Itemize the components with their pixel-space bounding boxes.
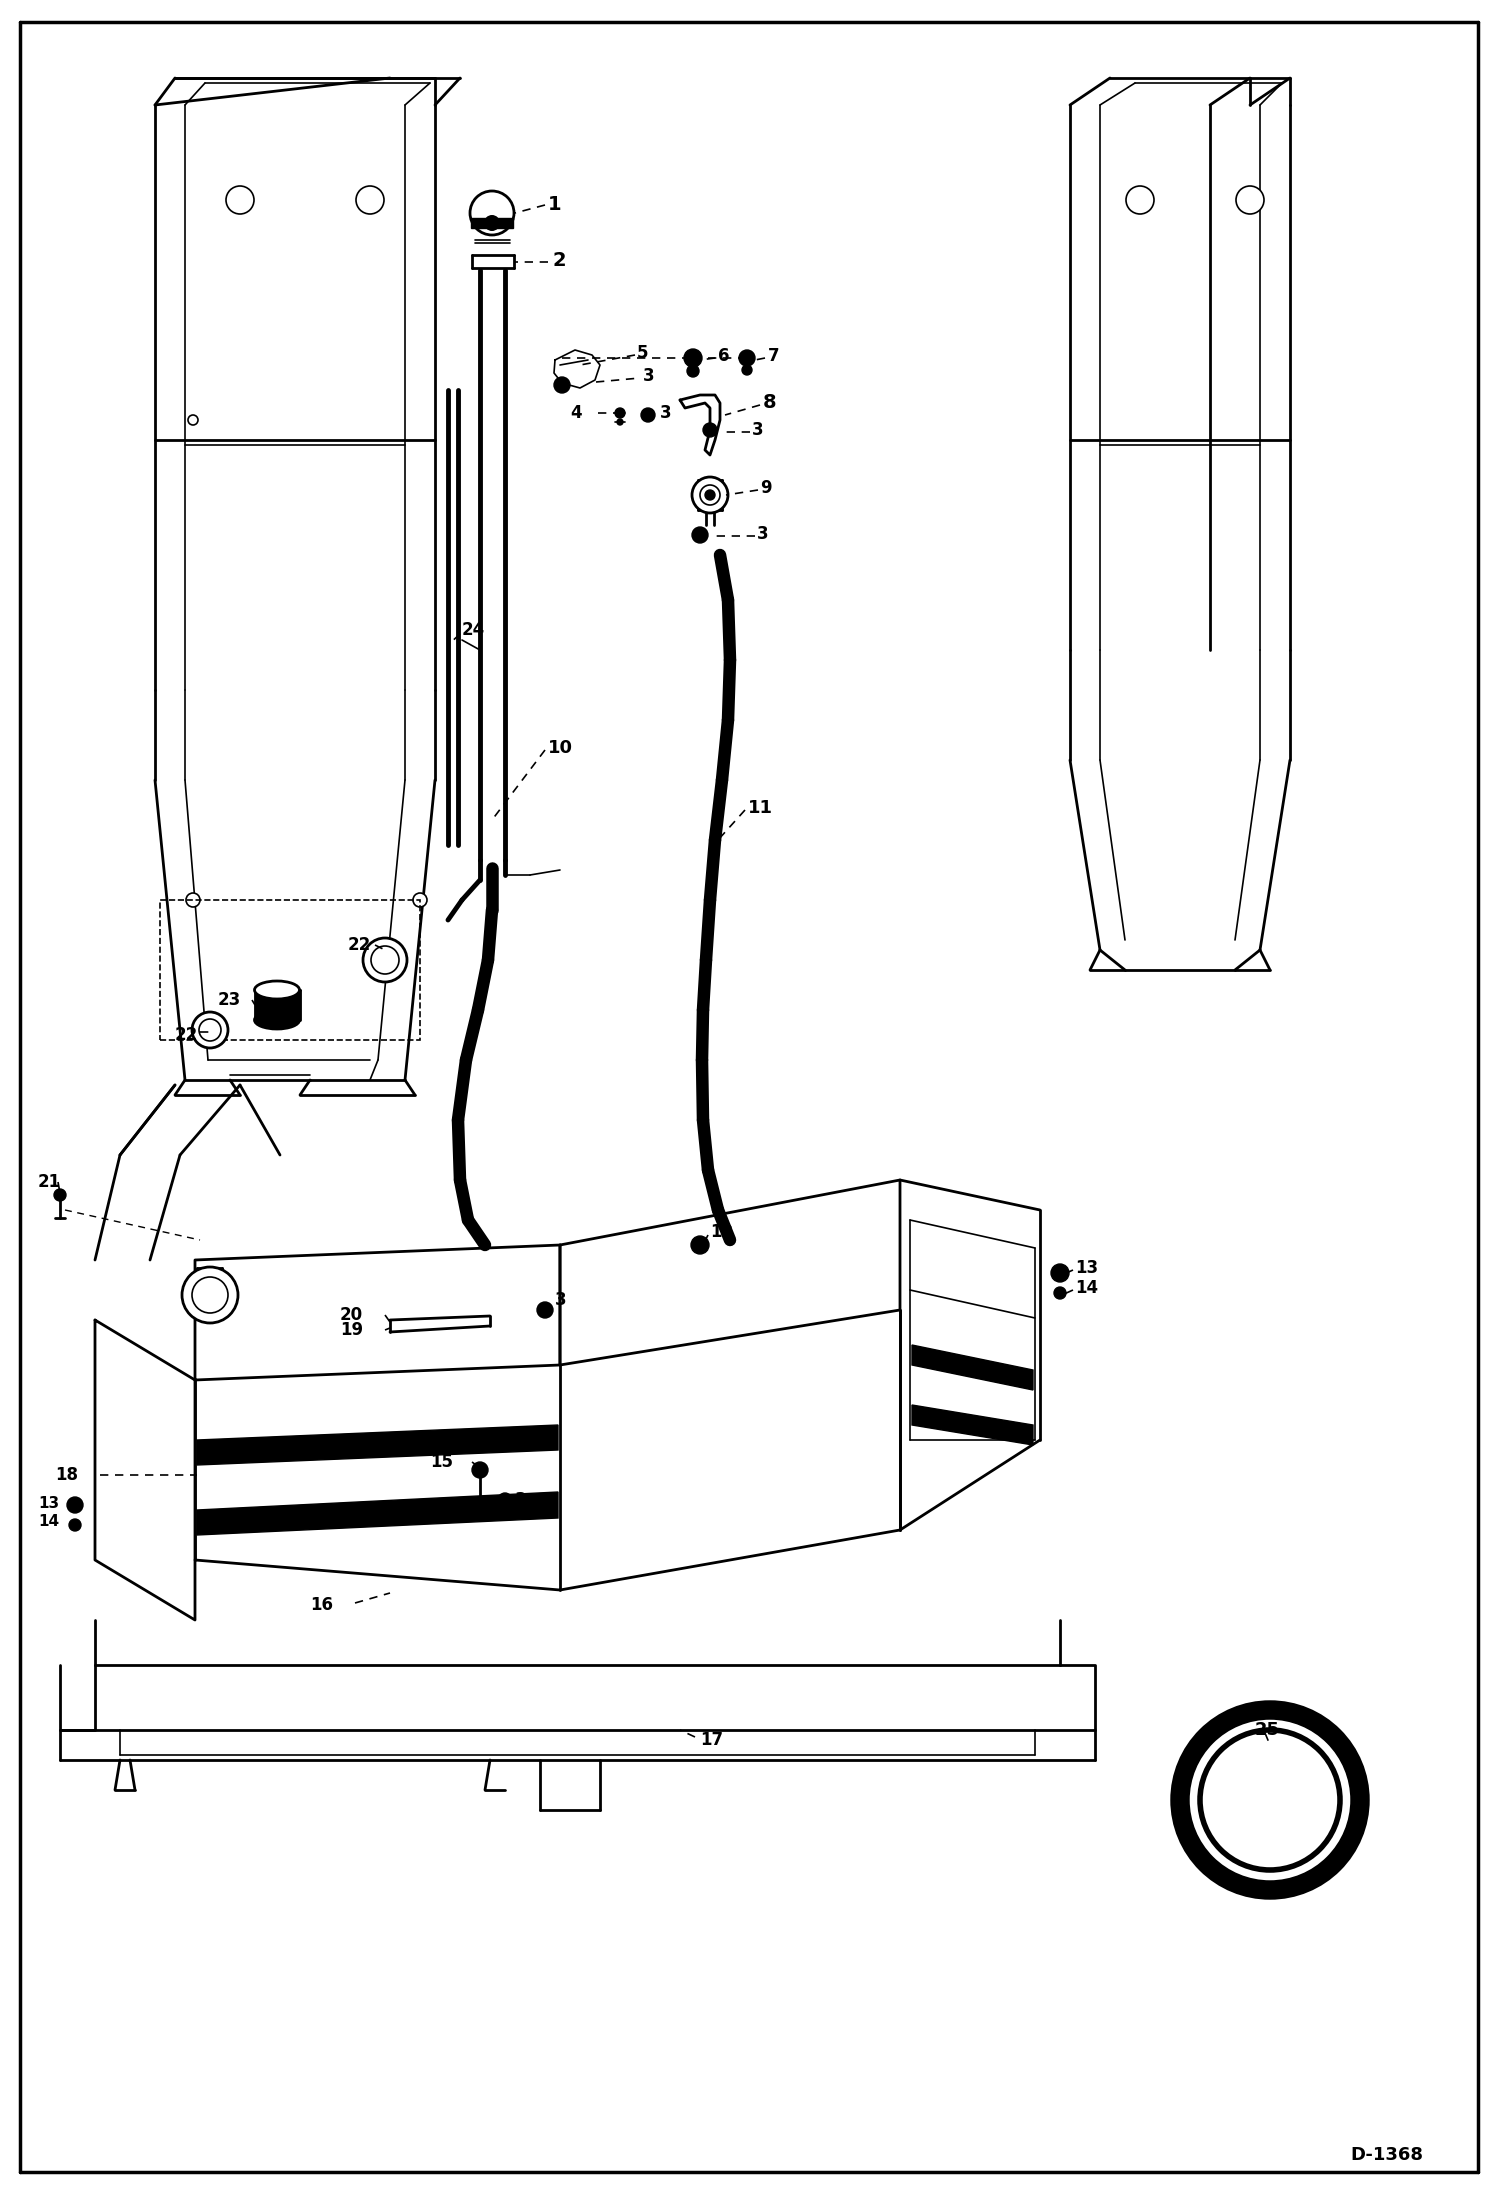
Circle shape bbox=[536, 1301, 553, 1319]
Text: 1: 1 bbox=[548, 195, 562, 215]
Circle shape bbox=[472, 1461, 488, 1479]
Text: 4: 4 bbox=[571, 404, 581, 421]
Circle shape bbox=[69, 1518, 81, 1531]
Text: D-1368: D-1368 bbox=[1350, 2146, 1423, 2163]
Polygon shape bbox=[912, 1404, 1034, 1446]
Text: 17: 17 bbox=[700, 1731, 724, 1749]
Circle shape bbox=[641, 408, 655, 421]
Circle shape bbox=[470, 191, 514, 235]
Circle shape bbox=[413, 893, 427, 906]
Circle shape bbox=[192, 1277, 228, 1312]
Circle shape bbox=[189, 415, 198, 426]
Text: 25: 25 bbox=[1255, 1720, 1279, 1740]
Text: 2: 2 bbox=[551, 250, 566, 270]
Text: 14: 14 bbox=[37, 1514, 58, 1529]
Circle shape bbox=[181, 1266, 238, 1323]
Circle shape bbox=[685, 349, 703, 366]
Circle shape bbox=[1126, 186, 1153, 215]
Circle shape bbox=[1200, 1731, 1341, 1869]
Circle shape bbox=[692, 476, 728, 513]
Text: 11: 11 bbox=[748, 799, 773, 816]
Ellipse shape bbox=[255, 981, 300, 998]
Circle shape bbox=[1052, 1264, 1070, 1281]
Circle shape bbox=[691, 1235, 709, 1255]
Text: 3: 3 bbox=[752, 421, 764, 439]
Polygon shape bbox=[470, 217, 512, 228]
Circle shape bbox=[617, 419, 623, 426]
Text: 8: 8 bbox=[762, 393, 776, 412]
Text: 21: 21 bbox=[37, 1174, 61, 1191]
Circle shape bbox=[192, 1011, 228, 1049]
Circle shape bbox=[700, 485, 721, 505]
Text: 12: 12 bbox=[710, 1222, 733, 1242]
Text: 7: 7 bbox=[768, 347, 779, 364]
Circle shape bbox=[484, 215, 500, 230]
Circle shape bbox=[186, 893, 201, 906]
Circle shape bbox=[357, 186, 383, 215]
Text: 6: 6 bbox=[718, 347, 730, 364]
Circle shape bbox=[554, 377, 571, 393]
Text: 20: 20 bbox=[340, 1305, 363, 1323]
Circle shape bbox=[739, 351, 755, 366]
Text: 3: 3 bbox=[661, 404, 671, 421]
Circle shape bbox=[616, 408, 625, 419]
Circle shape bbox=[497, 1492, 512, 1507]
Text: 5: 5 bbox=[637, 344, 649, 362]
Circle shape bbox=[742, 364, 752, 375]
Circle shape bbox=[703, 423, 718, 437]
Circle shape bbox=[363, 939, 407, 983]
Text: 22: 22 bbox=[348, 937, 372, 954]
Circle shape bbox=[692, 527, 709, 542]
Circle shape bbox=[1180, 1709, 1360, 1889]
Text: 3: 3 bbox=[515, 1492, 527, 1509]
Circle shape bbox=[199, 1018, 222, 1040]
Polygon shape bbox=[912, 1345, 1034, 1391]
Bar bbox=[160, 900, 419, 1040]
Text: 18: 18 bbox=[55, 1466, 78, 1483]
Text: 3: 3 bbox=[756, 524, 768, 542]
Text: 9: 9 bbox=[759, 478, 771, 498]
Circle shape bbox=[1055, 1288, 1067, 1299]
Circle shape bbox=[1236, 186, 1264, 215]
Text: 13: 13 bbox=[37, 1496, 58, 1509]
Text: 19: 19 bbox=[340, 1321, 363, 1338]
Text: 24: 24 bbox=[461, 621, 485, 638]
Text: 23: 23 bbox=[219, 992, 241, 1009]
Text: 15: 15 bbox=[430, 1452, 452, 1470]
Circle shape bbox=[67, 1496, 82, 1514]
Circle shape bbox=[54, 1189, 66, 1200]
Text: 3: 3 bbox=[643, 366, 655, 384]
Ellipse shape bbox=[255, 1011, 300, 1029]
Circle shape bbox=[706, 489, 715, 500]
Text: 22: 22 bbox=[175, 1027, 198, 1044]
Circle shape bbox=[372, 946, 398, 974]
Circle shape bbox=[226, 186, 255, 215]
Text: 10: 10 bbox=[548, 739, 574, 757]
Text: 13: 13 bbox=[1076, 1259, 1098, 1277]
Circle shape bbox=[688, 364, 700, 377]
Text: 16: 16 bbox=[310, 1595, 333, 1615]
Polygon shape bbox=[198, 1424, 557, 1466]
Text: 3: 3 bbox=[554, 1290, 566, 1310]
Polygon shape bbox=[255, 989, 300, 1020]
Text: 14: 14 bbox=[1076, 1279, 1098, 1297]
Polygon shape bbox=[198, 1492, 557, 1536]
